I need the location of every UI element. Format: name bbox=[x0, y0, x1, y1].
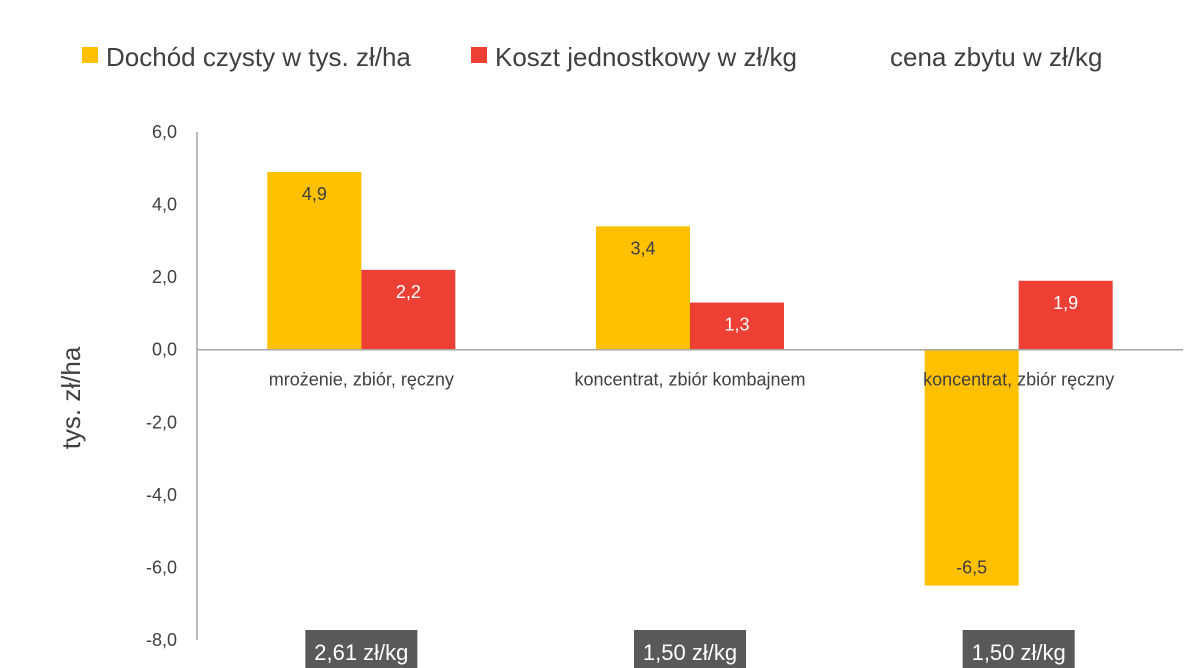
price-label: 1,50 zł/kg bbox=[643, 640, 737, 665]
bars: 4,9 2,2 3,4 1,3 -6,5 1,9 bbox=[267, 171, 1113, 586]
price-box bbox=[305, 630, 418, 668]
legend-label: cena zbytu w zł/kg bbox=[890, 42, 1102, 72]
price-box bbox=[962, 630, 1075, 668]
y-tick-label: -4,0 bbox=[146, 485, 177, 505]
bar bbox=[690, 302, 784, 350]
bar bbox=[267, 171, 362, 350]
data-label: -6,5 bbox=[956, 558, 987, 578]
data-label: 4,9 bbox=[302, 184, 327, 204]
legend-swatch bbox=[82, 47, 98, 63]
bar bbox=[924, 349, 1019, 586]
legend-swatch bbox=[471, 47, 487, 63]
y-tick-label: -8,0 bbox=[146, 630, 177, 650]
y-tick-label: 0,0 bbox=[152, 340, 177, 360]
y-tick-label: -6,0 bbox=[146, 557, 177, 577]
price-label: 2,61 zł/kg bbox=[314, 640, 408, 665]
price-labels: 2,61 zł/kg 1,50 zł/kg 1,50 zł/kg bbox=[305, 630, 1075, 668]
category-label: koncentrat, zbiór kombajnem bbox=[574, 370, 805, 390]
price-label: 1,50 zł/kg bbox=[972, 640, 1066, 665]
price-box bbox=[634, 630, 746, 668]
legend-label: Dochód czysty w tys. zł/ha bbox=[106, 42, 411, 72]
legend-label: Koszt jednostkowy w zł/kg bbox=[495, 42, 797, 72]
data-label: 3,4 bbox=[630, 238, 655, 258]
category-label: mrożenie, zbiór, ręczny bbox=[269, 370, 454, 390]
y-tick-label: -2,0 bbox=[146, 412, 177, 432]
y-tick-label: 4,0 bbox=[152, 195, 177, 215]
data-label: 2,2 bbox=[396, 282, 421, 302]
bar bbox=[361, 269, 456, 350]
y-tick-label: 6,0 bbox=[152, 122, 177, 142]
category-label: koncentrat, zbiór ręczny bbox=[923, 370, 1114, 390]
y-axis-title: tys. zł/ha bbox=[56, 346, 86, 449]
bar bbox=[596, 226, 690, 350]
legend: Dochód czysty w tys. zł/ha Koszt jednostk… bbox=[82, 42, 1102, 72]
bar bbox=[1018, 280, 1113, 350]
data-label: 1,3 bbox=[724, 315, 749, 335]
category-labels: mrożenie, zbiór, ręczny koncentrat, zbiór… bbox=[269, 370, 1114, 390]
data-label: 1,9 bbox=[1053, 293, 1078, 313]
y-axis-label-group: tys. zł/ha bbox=[56, 346, 86, 449]
y-axis: 6,0 4,0 2,0 0,0 -2,0 -4,0 -6,0 -8,0 bbox=[146, 122, 198, 650]
y-tick-label: 2,0 bbox=[152, 267, 177, 287]
